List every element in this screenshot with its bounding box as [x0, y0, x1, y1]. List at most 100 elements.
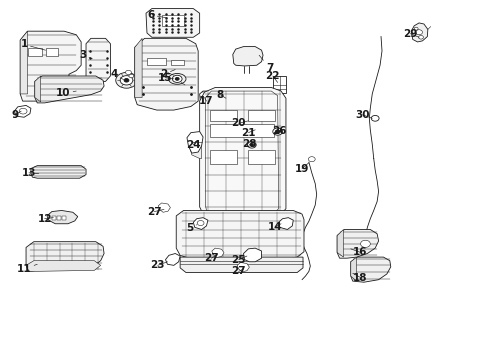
Polygon shape: [232, 46, 263, 66]
Text: 30: 30: [354, 110, 371, 120]
Ellipse shape: [249, 143, 253, 146]
Text: 9: 9: [12, 110, 21, 120]
Ellipse shape: [418, 36, 423, 39]
Polygon shape: [26, 242, 104, 271]
Polygon shape: [26, 261, 101, 271]
Ellipse shape: [231, 91, 238, 96]
Text: 22: 22: [265, 71, 280, 82]
Text: 27: 27: [231, 266, 245, 276]
Ellipse shape: [360, 240, 369, 247]
Polygon shape: [199, 87, 285, 218]
Text: 21: 21: [241, 128, 255, 138]
Text: 8: 8: [216, 90, 225, 100]
Ellipse shape: [245, 119, 250, 123]
Ellipse shape: [120, 76, 133, 85]
Ellipse shape: [224, 91, 231, 96]
Polygon shape: [14, 105, 31, 117]
Ellipse shape: [272, 128, 282, 135]
Bar: [210, 149, 237, 164]
Ellipse shape: [116, 72, 137, 88]
Polygon shape: [35, 76, 104, 103]
Polygon shape: [35, 76, 41, 102]
Ellipse shape: [129, 74, 134, 78]
Bar: [272, 76, 286, 93]
Polygon shape: [243, 248, 261, 262]
Ellipse shape: [175, 77, 179, 80]
Text: 14: 14: [267, 222, 282, 232]
Text: 2: 2: [160, 69, 175, 79]
Text: 4: 4: [110, 69, 123, 80]
Bar: [248, 149, 275, 164]
Polygon shape: [211, 248, 224, 257]
Polygon shape: [20, 31, 81, 101]
Text: 18: 18: [352, 273, 367, 283]
Text: 5: 5: [186, 224, 196, 233]
Text: 11: 11: [17, 264, 37, 274]
Polygon shape: [336, 229, 343, 257]
Bar: [45, 48, 58, 56]
Polygon shape: [158, 203, 170, 212]
Ellipse shape: [197, 221, 203, 226]
Bar: [61, 216, 65, 220]
Text: 24: 24: [185, 140, 200, 150]
Polygon shape: [86, 39, 110, 83]
Polygon shape: [336, 229, 378, 258]
Bar: [27, 48, 42, 56]
Bar: [161, 15, 183, 26]
Text: 29: 29: [402, 29, 418, 39]
Text: 23: 23: [150, 260, 167, 270]
Text: 7: 7: [259, 55, 273, 73]
Ellipse shape: [308, 157, 315, 162]
Text: 1: 1: [20, 40, 45, 50]
Ellipse shape: [168, 73, 185, 84]
Bar: [171, 60, 183, 65]
Text: 15: 15: [158, 73, 173, 83]
Polygon shape: [135, 39, 142, 98]
Polygon shape: [193, 218, 207, 229]
Bar: [57, 216, 61, 220]
Ellipse shape: [247, 141, 256, 148]
Polygon shape: [243, 117, 253, 125]
Ellipse shape: [235, 98, 242, 103]
Polygon shape: [20, 31, 27, 94]
Text: 10: 10: [56, 88, 76, 98]
Polygon shape: [146, 9, 199, 37]
Ellipse shape: [275, 130, 280, 134]
Ellipse shape: [124, 78, 129, 82]
Text: 16: 16: [350, 247, 367, 257]
Polygon shape: [186, 132, 203, 153]
Ellipse shape: [413, 27, 417, 30]
Polygon shape: [176, 211, 304, 260]
Bar: [52, 216, 56, 220]
Polygon shape: [237, 262, 249, 272]
Text: 12: 12: [37, 214, 53, 224]
Ellipse shape: [172, 75, 182, 82]
Text: 26: 26: [272, 126, 286, 135]
Text: 3: 3: [79, 50, 92, 60]
Polygon shape: [180, 257, 303, 273]
Polygon shape: [31, 166, 86, 178]
Text: 27: 27: [147, 207, 163, 217]
Ellipse shape: [19, 108, 27, 114]
Text: 25: 25: [231, 255, 246, 265]
Bar: [210, 125, 273, 137]
Ellipse shape: [227, 98, 234, 103]
Polygon shape: [251, 126, 261, 135]
Text: 20: 20: [231, 118, 248, 128]
Polygon shape: [350, 257, 390, 282]
Text: 13: 13: [21, 168, 39, 178]
Text: 6: 6: [147, 10, 167, 20]
Bar: [210, 110, 237, 121]
Text: 28: 28: [242, 139, 256, 149]
Ellipse shape: [370, 116, 378, 121]
Ellipse shape: [125, 70, 131, 75]
Ellipse shape: [415, 30, 422, 35]
Polygon shape: [199, 91, 211, 107]
Polygon shape: [47, 211, 78, 224]
Text: 17: 17: [199, 96, 213, 106]
Text: 19: 19: [294, 163, 308, 174]
Ellipse shape: [253, 129, 258, 132]
Polygon shape: [410, 23, 427, 42]
Bar: [248, 110, 275, 121]
Bar: [147, 58, 166, 65]
